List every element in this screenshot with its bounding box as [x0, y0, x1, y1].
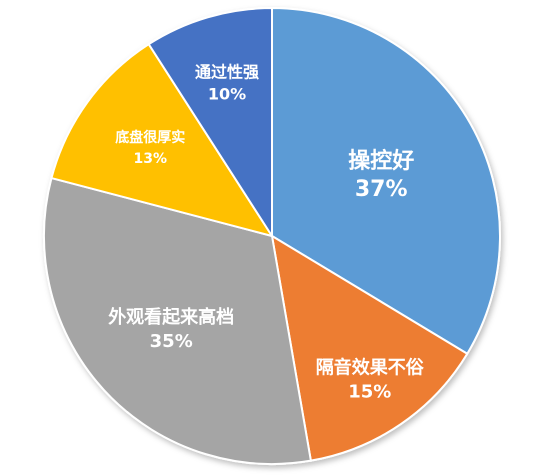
pie-slice — [270, 234, 469, 462]
slice-percent-label: 35% — [150, 331, 193, 352]
slice-category-label: 外观看起来高档 — [108, 306, 234, 328]
slice-percent-label: 10% — [208, 85, 246, 104]
slice-category-label: 隔音效果不俗 — [316, 356, 425, 378]
slice-category-label: 操控好 — [348, 148, 414, 174]
pie-slice — [271, 6, 502, 356]
pie-slice — [147, 6, 273, 240]
pie-slice — [50, 42, 275, 238]
slice-category-label: 底盘很厚实 — [115, 129, 185, 146]
pie-slice — [43, 176, 313, 465]
slice-percent-label: 37% — [355, 177, 408, 202]
slice-percent-label: 15% — [348, 381, 391, 402]
slice-category-label: 通过性强 — [195, 63, 259, 82]
slice-percent-label: 13% — [134, 151, 168, 167]
